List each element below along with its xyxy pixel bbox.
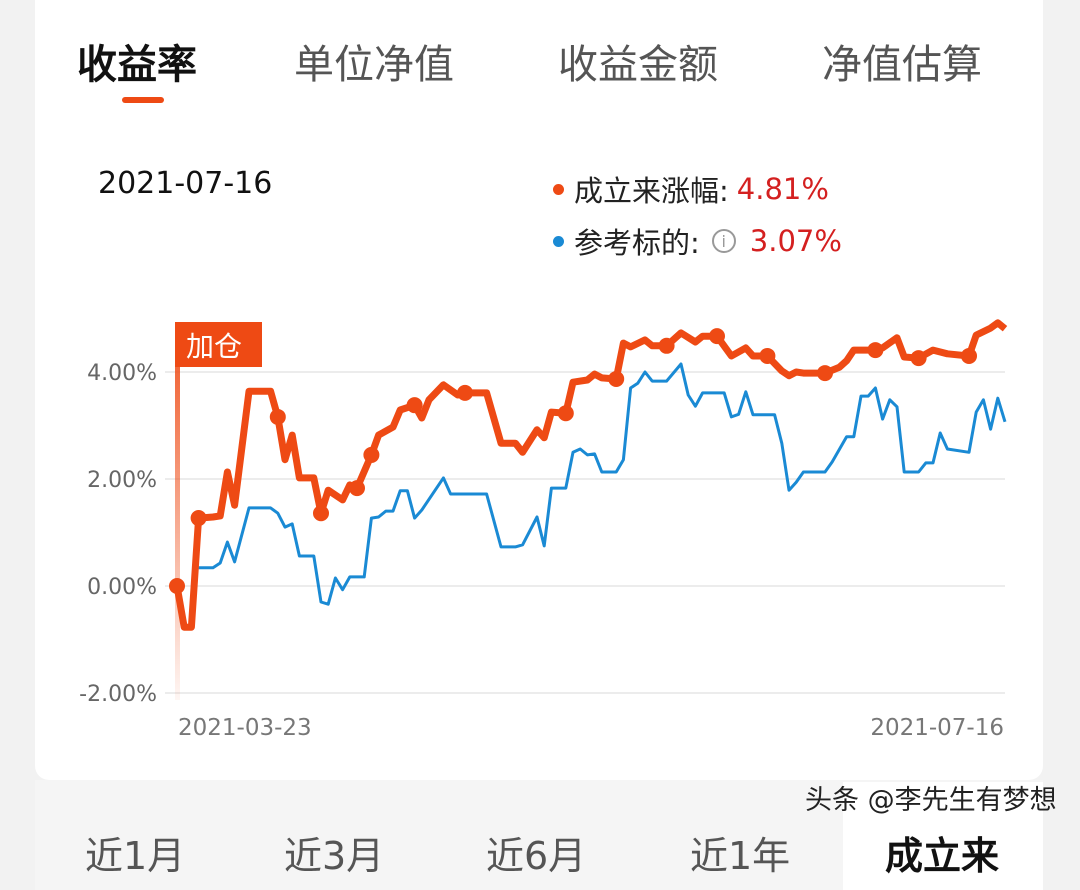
legend-label-benchmark: 参考标的:	[574, 226, 700, 260]
trade-marker-point[interactable]	[658, 337, 675, 354]
trade-marker-point[interactable]	[457, 384, 473, 401]
trade-marker-point[interactable]	[867, 342, 884, 359]
y-tick-label: 4.00%	[87, 361, 157, 386]
y-tick-label: -2.00%	[79, 682, 157, 707]
active-range-background	[843, 782, 1043, 890]
legend-value-fund: 4.81%	[736, 172, 829, 206]
legend-value-benchmark: 3.07%	[749, 224, 842, 258]
legend-fund: 成立来涨幅: 4.81%	[553, 168, 829, 210]
fund-yield-line	[173, 319, 1008, 631]
add-position-label: 加仓	[186, 330, 242, 363]
selected-date: 2021-07-16	[98, 166, 273, 201]
tab-yield-amount[interactable]: 收益金额	[558, 42, 718, 88]
tab-yield-rate[interactable]: 收益率	[77, 42, 197, 88]
add-position-label-box	[175, 322, 262, 367]
range-since-inception[interactable]: 成立来	[885, 834, 1000, 878]
trade-marker-point[interactable]	[910, 350, 927, 367]
trade-marker-point[interactable]	[169, 578, 185, 594]
y-tick-label: 0.00%	[87, 575, 157, 600]
legend-benchmark: 参考标的: i 3.07%	[553, 220, 842, 262]
add-position-marker-line	[175, 340, 180, 700]
trade-marker-point[interactable]	[759, 347, 776, 364]
x-tick-end: 2021-07-16	[870, 715, 1004, 741]
trade-marker-point[interactable]	[313, 505, 329, 522]
x-tick-start: 2021-03-23	[178, 715, 312, 741]
trade-marker-point[interactable]	[363, 446, 380, 463]
trade-marker-point[interactable]	[406, 397, 423, 414]
yield-line-chart[interactable]: 4.00% 2.00% 0.00% -2.00% 加仓 2021-03-23 2021…	[0, 0, 1080, 780]
trade-marker-point[interactable]	[269, 408, 286, 425]
trade-marker-point[interactable]	[349, 480, 365, 497]
range-3-months[interactable]: 近3月	[284, 834, 385, 878]
range-1-month[interactable]: 近1月	[85, 834, 186, 878]
trade-marker-point[interactable]	[557, 405, 574, 422]
trade-marker-point[interactable]	[190, 510, 207, 527]
legend-dot-benchmark	[553, 235, 564, 247]
info-circle-icon[interactable]: i	[711, 229, 736, 253]
trade-marker-point[interactable]	[961, 347, 977, 364]
legend-label-fund: 成立来涨幅:	[574, 174, 729, 208]
trade-marker-point[interactable]	[608, 370, 625, 387]
trade-marker-point[interactable]	[709, 328, 725, 345]
y-tick-label: 2.00%	[87, 468, 157, 493]
active-tab-indicator	[122, 97, 164, 103]
tab-nav-estimate[interactable]: 净值估算	[822, 42, 982, 88]
range-6-months[interactable]: 近6月	[486, 834, 587, 878]
tab-unit-nav[interactable]: 单位净值	[294, 42, 454, 88]
trade-marker-point[interactable]	[817, 365, 833, 382]
legend-dot-fund	[553, 183, 564, 195]
benchmark-line	[198, 362, 1007, 606]
watermark: 头条 @李先生有梦想	[805, 785, 1057, 816]
range-1-year[interactable]: 近1年	[690, 834, 791, 878]
